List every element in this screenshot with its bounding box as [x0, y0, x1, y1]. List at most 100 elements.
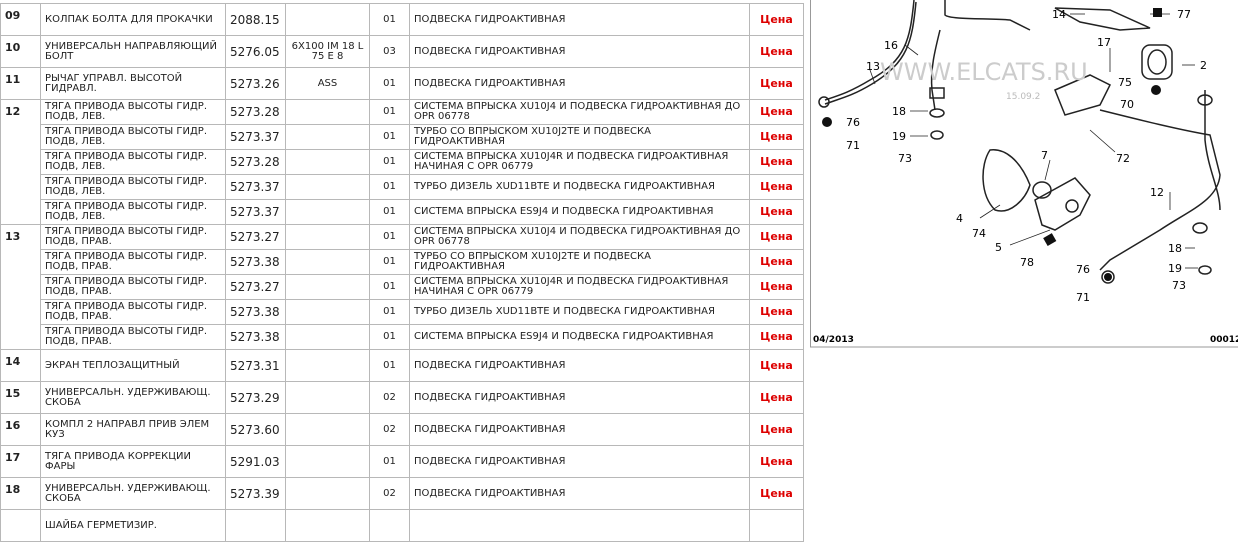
part-row: ШАЙБА ГЕРМЕТИЗИР.	[1, 510, 804, 542]
part-application: ПОДВЕСКА ГИДРОАКТИВНАЯ	[410, 350, 750, 382]
part-application: СИСТЕМА ВПРЫСКА XU10J4 И ПОДВЕСКА ГИДРОА…	[410, 100, 750, 125]
part-note	[286, 250, 370, 275]
price-link[interactable]: Цена	[750, 446, 804, 478]
callout-label: 76	[1076, 263, 1090, 276]
part-name: УНИВЕРСАЛЬН НАПРАВЛЯЮЩИЙ БОЛТ	[41, 36, 226, 68]
callout-label: 78	[1020, 256, 1034, 269]
price-link[interactable]: Цена	[750, 300, 804, 325]
part-name: ТЯГА ПРИВОДА ВЫСОТЫ ГИДР. ПОДВ, ЛЕВ.	[41, 100, 226, 125]
part-qty: 01	[370, 300, 410, 325]
position-number: 09	[1, 4, 41, 36]
part-note: 6X100 IM 18 L 75 E 8	[286, 36, 370, 68]
part-application: СИСТЕМА ВПРЫСКА XU10J4R И ПОДВЕСКА ГИДРО…	[410, 150, 750, 175]
part-note	[286, 414, 370, 446]
price-link[interactable]: Цена	[750, 382, 804, 414]
price-link[interactable]: Цена	[750, 4, 804, 36]
callout-label: 14	[1052, 8, 1066, 21]
price-link[interactable]: Цена	[750, 175, 804, 200]
part-code: 5273.60	[226, 414, 286, 446]
price-link[interactable]: Цена	[750, 414, 804, 446]
callout-label: 13	[866, 60, 880, 73]
position-number: 16	[1, 414, 41, 446]
part-application: ТУРБО ДИЗЕЛЬ XUD11BTE И ПОДВЕСКА ГИДРОАК…	[410, 175, 750, 200]
callout-label: 76	[846, 116, 860, 129]
position-number: 15	[1, 382, 41, 414]
callout-label: 5	[995, 241, 1002, 254]
price-link[interactable]: Цена	[750, 125, 804, 150]
part-code: 5273.27	[226, 275, 286, 300]
watermark: WWW.ELCATS.RU	[880, 58, 1088, 86]
part-note	[286, 225, 370, 250]
part-row: ТЯГА ПРИВОДА ВЫСОТЫ ГИДР. ПОДВ, ПРАВ.527…	[1, 325, 804, 350]
part-qty: 01	[370, 175, 410, 200]
price-link	[750, 510, 804, 542]
callout-label: 73	[898, 152, 912, 165]
price-link[interactable]: Цена	[750, 478, 804, 510]
callout-label: 71	[846, 139, 860, 152]
part-code: 5273.26	[226, 68, 286, 100]
part-qty: 01	[370, 446, 410, 478]
price-link[interactable]: Цена	[750, 250, 804, 275]
part-note	[286, 100, 370, 125]
part-qty: 02	[370, 478, 410, 510]
callout-label: 19	[1168, 262, 1182, 275]
stamp: 15.09.2	[1006, 92, 1040, 102]
callout-label: 18	[892, 105, 906, 118]
callout-label: 74	[972, 227, 986, 240]
callout-label: 71	[1076, 291, 1090, 304]
part-code: 5273.37	[226, 175, 286, 200]
part-name: ТЯГА ПРИВОДА ВЫСОТЫ ГИДР. ПОДВ, ПРАВ.	[41, 225, 226, 250]
part-name: ТЯГА ПРИВОДА ВЫСОТЫ ГИДР. ПОДВ, ЛЕВ.	[41, 150, 226, 175]
part-code: 5273.29	[226, 382, 286, 414]
callout-label: 77	[1177, 8, 1191, 21]
price-link[interactable]: Цена	[750, 150, 804, 175]
part-application: ТУРБО СО ВПРЫСКОМ XU10J2TE И ПОДВЕСКА ГИ…	[410, 250, 750, 275]
part-qty: 01	[370, 350, 410, 382]
part-row: ТЯГА ПРИВОДА ВЫСОТЫ ГИДР. ПОДВ, ЛЕВ.5273…	[1, 200, 804, 225]
part-qty: 01	[370, 325, 410, 350]
part-note	[286, 300, 370, 325]
part-row: ТЯГА ПРИВОДА ВЫСОТЫ ГИДР. ПОДВ, ПРАВ.527…	[1, 250, 804, 275]
price-link[interactable]: Цена	[750, 275, 804, 300]
price-link[interactable]: Цена	[750, 68, 804, 100]
part-application: СИСТЕМА ВПРЫСКА ES9J4 И ПОДВЕСКА ГИДРОАК…	[410, 200, 750, 225]
part-code: 5291.03	[226, 446, 286, 478]
part-note	[286, 200, 370, 225]
callout-label: 16	[884, 39, 898, 52]
part-code: 5273.27	[226, 225, 286, 250]
part-application: ПОДВЕСКА ГИДРОАКТИВНАЯ	[410, 382, 750, 414]
part-application: СИСТЕМА ВПРЫСКА XU10J4 И ПОДВЕСКА ГИДРОА…	[410, 225, 750, 250]
part-application: ПОДВЕСКА ГИДРОАКТИВНАЯ	[410, 68, 750, 100]
part-note	[286, 175, 370, 200]
part-qty: 02	[370, 414, 410, 446]
part-name: УНИВЕРСАЛЬН. УДЕРЖИВАЮЩ. СКОБА	[41, 382, 226, 414]
part-note	[286, 478, 370, 510]
part-name: ШАЙБА ГЕРМЕТИЗИР.	[41, 510, 226, 542]
price-link[interactable]: Цена	[750, 200, 804, 225]
part-name: ТЯГА ПРИВОДА ВЫСОТЫ ГИДР. ПОДВ, ПРАВ.	[41, 300, 226, 325]
price-link[interactable]: Цена	[750, 325, 804, 350]
position-number: 14	[1, 350, 41, 382]
part-application: СИСТЕМА ВПРЫСКА ES9J4 И ПОДВЕСКА ГИДРОАК…	[410, 325, 750, 350]
part-name: УНИВЕРСАЛЬН. УДЕРЖИВАЮЩ. СКОБА	[41, 478, 226, 510]
part-application: ПОДВЕСКА ГИДРОАКТИВНАЯ	[410, 414, 750, 446]
price-link[interactable]: Цена	[750, 225, 804, 250]
part-application: ТУРБО СО ВПРЫСКОМ XU10J2TE И ПОДВЕСКА ГИ…	[410, 125, 750, 150]
price-link[interactable]: Цена	[750, 36, 804, 68]
part-row: ТЯГА ПРИВОДА ВЫСОТЫ ГИДР. ПОДВ, ЛЕВ.5273…	[1, 125, 804, 150]
price-link[interactable]: Цена	[750, 100, 804, 125]
part-name: ТЯГА ПРИВОДА ВЫСОТЫ ГИДР. ПОДВ, ПРАВ.	[41, 325, 226, 350]
part-code: 5273.38	[226, 300, 286, 325]
price-link[interactable]: Цена	[750, 350, 804, 382]
part-code: 5273.38	[226, 325, 286, 350]
part-qty: 02	[370, 382, 410, 414]
part-qty: 01	[370, 225, 410, 250]
position-number	[1, 510, 41, 542]
diagram-code: 00012	[1210, 335, 1238, 345]
part-name: ТЯГА ПРИВОДА ВЫСОТЫ ГИДР. ПОДВ, ЛЕВ.	[41, 125, 226, 150]
